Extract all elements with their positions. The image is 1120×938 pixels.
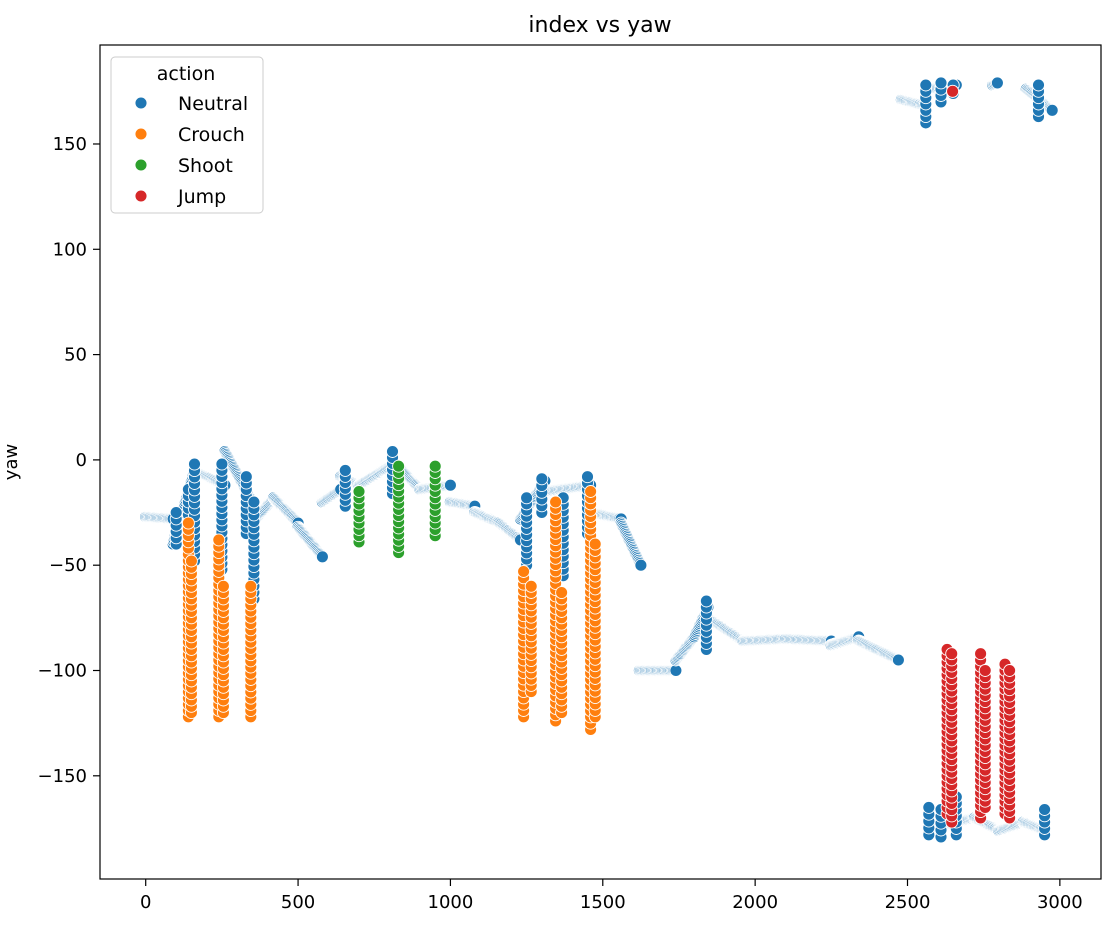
x-tick-label: 2500 (885, 892, 931, 913)
point-shoot (428, 459, 442, 473)
point-neutral (535, 472, 549, 486)
y-tick-label: −50 (49, 555, 87, 576)
point-crouch (555, 586, 569, 600)
legend-marker-shoot (134, 158, 148, 172)
point-neutral (338, 463, 352, 477)
point-jump (1003, 664, 1017, 677)
x-tick-label: 1000 (428, 892, 474, 913)
point-neutral (1045, 103, 1059, 117)
point-neutral (520, 491, 534, 505)
point-neutral (891, 653, 905, 667)
legend-marker-crouch (134, 127, 148, 141)
x-tick-label: 1500 (580, 892, 626, 913)
point-shoot (352, 485, 366, 498)
point-crouch (216, 579, 230, 593)
point-neutral (215, 457, 229, 471)
point-jump (978, 664, 992, 677)
point-neutral (919, 78, 933, 92)
point-neutral (443, 478, 457, 492)
point-crouch (549, 495, 563, 509)
point-neutral (634, 558, 648, 572)
legend-label-crouch: Crouch (178, 124, 245, 146)
chart-title: index vs yaw (528, 13, 671, 38)
legend-marker-neutral (134, 96, 148, 110)
point-jump (946, 84, 960, 98)
point-neutral (1032, 78, 1045, 92)
legend: action Neutral Crouch Shoot Jump (110, 56, 264, 214)
point-neutral (934, 76, 948, 90)
x-tick-label: 2000 (732, 892, 778, 913)
y-axis-label: yaw (1, 444, 22, 480)
legend-box (110, 56, 264, 214)
point-neutral (315, 550, 329, 564)
y-tick-label: 100 (53, 239, 87, 260)
legend-title: action (157, 63, 215, 85)
point-crouch (212, 533, 226, 547)
point-neutral (247, 495, 261, 509)
point-neutral (581, 470, 594, 484)
point-crouch (524, 579, 538, 593)
point-neutral (386, 445, 399, 458)
legend-label-jump: Jump (177, 186, 226, 208)
point-neutral (922, 800, 936, 814)
plot-points (139, 76, 1059, 844)
point-shoot (392, 459, 406, 473)
point-crouch (184, 554, 198, 568)
point-jump (974, 647, 988, 661)
point-neutral (699, 594, 713, 608)
y-tick-label: −150 (38, 766, 87, 787)
point-neutral (188, 457, 201, 471)
x-tick-label: 0 (140, 892, 151, 913)
y-tick-label: 0 (76, 450, 87, 471)
point-neutral (169, 506, 183, 519)
point-crouch (517, 565, 531, 578)
plot-frame (99, 44, 1102, 880)
y-tick-label: 150 (53, 134, 87, 155)
legend-marker-jump (134, 189, 148, 203)
point-crouch (588, 537, 602, 551)
x-tick-label: 3000 (1037, 892, 1083, 913)
y-tick-label: 50 (64, 345, 87, 366)
point-neutral (990, 76, 1004, 90)
point-jump (945, 647, 959, 661)
x-axis: 0 500 1000 1500 2000 2500 3000 (140, 879, 1083, 913)
legend-label-shoot: Shoot (178, 155, 233, 177)
point-neutral (239, 470, 253, 484)
x-tick-label: 500 (281, 892, 315, 913)
point-crouch (244, 579, 258, 593)
point-crouch (181, 516, 195, 530)
y-tick-label: −100 (38, 661, 87, 682)
point-neutral (1038, 803, 1052, 816)
point-crouch (584, 485, 598, 498)
y-axis: −150 −100 −50 0 50 100 150 (38, 134, 100, 787)
legend-label-neutral: Neutral (178, 93, 248, 115)
